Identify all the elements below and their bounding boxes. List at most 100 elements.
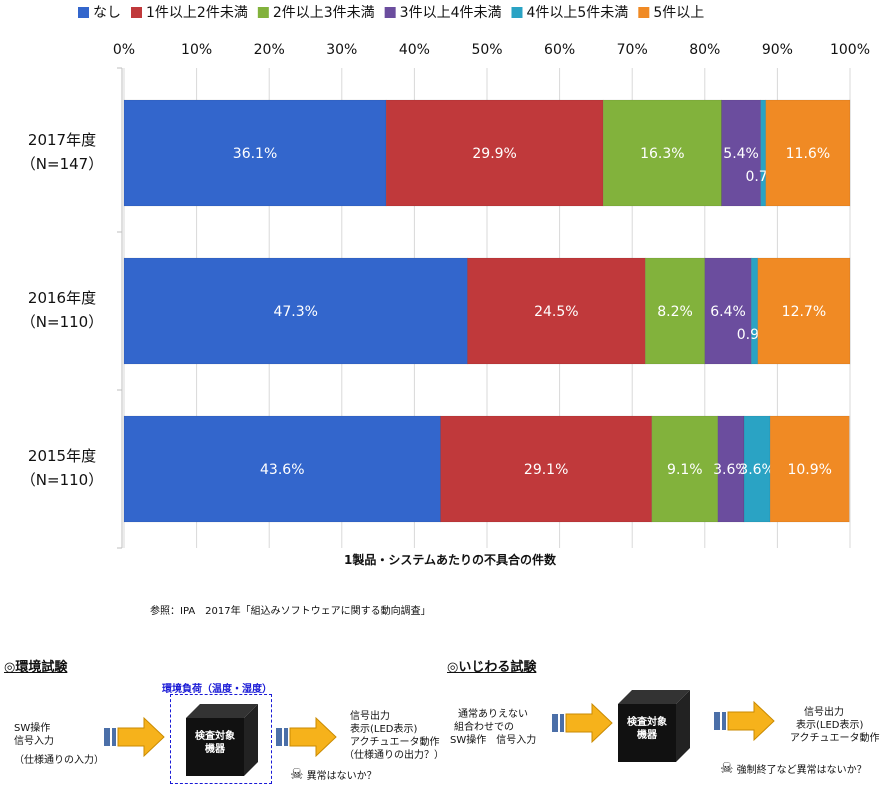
env-test-title: ◎環境試験 [4, 660, 68, 675]
env-warning-text: 異常はないか？ [306, 771, 377, 782]
ijiwaru-output-line: アクチュエータ動作 [790, 733, 880, 744]
x-tick-label: 10% [181, 42, 212, 58]
skull-icon: ☠ [290, 765, 304, 783]
bar-segment [721, 99, 761, 207]
data-label: 5.4% [723, 146, 759, 162]
legend-swatch [638, 7, 650, 18]
ijiwaru-output-line: 信号出力 [804, 707, 844, 718]
ijiwaru-input-arrow-icon [552, 702, 613, 744]
ijiwaru-input-line: 組合わせでの [454, 722, 514, 733]
bar-segment [645, 257, 706, 365]
data-label: 12.7% [782, 304, 826, 320]
bar-segment [757, 257, 851, 365]
x-tick-label: 40% [399, 42, 430, 58]
bar-segment [769, 415, 850, 523]
data-label: 36.1% [233, 146, 277, 162]
category-label: （N=110） [21, 313, 103, 331]
reference-note: 参照：IPA 2017年「組込みソフトウェアに関する動向調査」 [150, 606, 431, 617]
category-label: （N=147） [21, 155, 103, 173]
env-output-arrow-icon [276, 716, 337, 758]
legend-swatch [78, 7, 89, 18]
legend-swatch [131, 7, 142, 18]
env-device-line: 機器 [205, 744, 225, 755]
bar-segment [385, 99, 604, 207]
data-label: 3.6% [713, 462, 749, 478]
env-output-line: アクチュエータ動作 [350, 737, 440, 748]
ijiwaru-output-arrow-icon [714, 700, 775, 742]
legend-label: なし [93, 5, 121, 21]
data-label: 10.9% [787, 462, 831, 478]
env-input-line: SW操作 [14, 723, 51, 734]
env-output-line: 表示(LED表示) [350, 724, 418, 735]
bar-segment [717, 415, 745, 523]
ijiwaru-device-icon [618, 690, 690, 762]
legend-label: 3件以上4件未満 [400, 5, 502, 21]
bar-segment [440, 415, 653, 523]
env-load-box [170, 694, 272, 784]
data-label: 11.6% [786, 146, 830, 162]
data-label: 43.6% [260, 462, 304, 478]
legend-swatch [384, 7, 396, 18]
data-label: 16.3% [640, 146, 684, 162]
bar-segment [704, 257, 752, 365]
env-input-line: 信号入力 [14, 736, 54, 747]
legend-label: 4件以上5件未満 [526, 5, 628, 21]
category-label: 2017年度 [28, 131, 96, 149]
env-output-text: 信号出力 表示(LED表示) アクチュエータ動作 （仕様通りの出力？） [336, 710, 444, 762]
legend-swatch [257, 7, 269, 18]
bar-segment [123, 257, 468, 365]
env-device-label: 検査対象 機器 [186, 730, 244, 756]
ijiwaru-device-label: 検査対象 機器 [618, 716, 676, 742]
x-axis-title: 1製品・システムあたりの不具合の件数 [344, 552, 557, 567]
x-tick-label: 50% [471, 42, 502, 58]
ijiwaru-input-line: 通常ありえない [458, 709, 528, 720]
env-output-line: （仕様通りの出力？） [344, 750, 444, 761]
legend-label: 5件以上 [653, 5, 704, 21]
bar-segment [602, 99, 722, 207]
x-tick-label: 60% [544, 42, 575, 58]
data-label: 8.2% [657, 304, 693, 320]
env-input-line: （仕様通りの入力） [14, 755, 104, 766]
x-tick-label: 0% [113, 42, 135, 58]
ijiwaru-warning: ☠ 強制終了など異常はないか？ [720, 759, 867, 777]
bar-segment [467, 257, 646, 365]
data-label: 47.3% [273, 304, 317, 320]
category-label: （N=110） [21, 471, 103, 489]
ijiwaru-output-line: 表示(LED表示) [796, 720, 864, 731]
ijiwaru-input-line: SW操作 信号入力 [450, 735, 537, 746]
x-tick-label: 100% [830, 42, 870, 58]
x-tick-label: 70% [617, 42, 648, 58]
bar-segment [651, 415, 719, 523]
x-tick-label: 20% [254, 42, 285, 58]
bar-segment [743, 415, 771, 523]
env-input-text: SW操作 信号入力 （仕様通りの入力） [14, 722, 104, 767]
env-device-line: 検査対象 [195, 731, 235, 742]
ijiwaru-test-title: ◎いじわる試験 [447, 660, 537, 675]
bar-segment [751, 257, 759, 365]
category-label: 2015年度 [28, 447, 96, 465]
x-tick-label: 80% [689, 42, 720, 58]
ijiwaru-output-text: 信号出力 表示(LED表示) アクチュエータ動作 [790, 706, 880, 745]
bar-segment [123, 99, 387, 207]
category-label: 2016年度 [28, 289, 96, 307]
env-warning: ☠ 異常はないか？ [290, 765, 377, 783]
stacked-bar-chart: なし 1件以上2件未満 2件以上3件未満 3件以上4件未満 4件以上5件未満 5件以上 0%… [21, 5, 870, 567]
bar-segment [123, 415, 441, 523]
env-input-arrow-icon [104, 716, 165, 758]
ijiwaru-device-line: 検査対象 [627, 717, 667, 728]
ijiwaru-warning-text: 強制終了など異常はないか？ [736, 765, 867, 776]
legend-label: 2件以上3件未満 [273, 5, 375, 21]
ijiwaru-device-line: 機器 [637, 730, 657, 741]
bar-segment [760, 99, 767, 207]
data-label: 29.9% [472, 146, 516, 162]
skull-icon: ☠ [720, 759, 734, 777]
data-label: 6.4% [710, 304, 746, 320]
x-tick-label: 30% [326, 42, 357, 58]
legend-swatch [511, 7, 523, 18]
legend-label: 1件以上2件未満 [146, 5, 248, 21]
x-tick-label: 90% [762, 42, 793, 58]
env-device-icon [186, 704, 258, 776]
bar-segment [765, 99, 851, 207]
data-label: 24.5% [534, 304, 578, 320]
data-label: 9.1% [667, 462, 703, 478]
